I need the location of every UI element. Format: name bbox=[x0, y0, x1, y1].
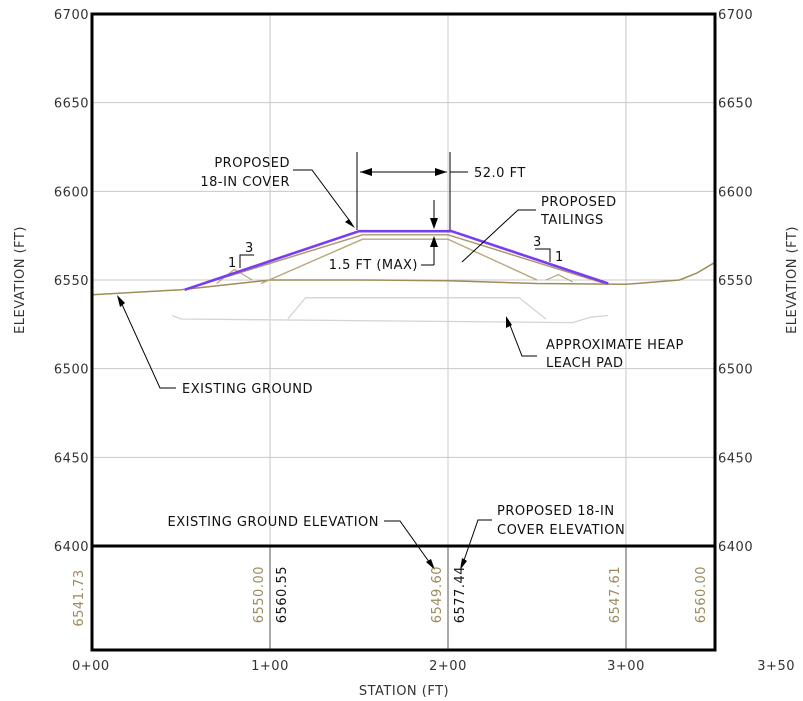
y-axis-title-right: ELEVATION (FT) bbox=[785, 226, 800, 334]
x-tick-label: 3+00 bbox=[607, 659, 645, 674]
heap-leach-pad-base bbox=[171, 314, 609, 324]
plot-frame bbox=[90, 12, 717, 652]
label-slope-right-run: 3 bbox=[533, 235, 542, 250]
elevation-table: 6541.73 6550.00 6560.55 6549.60 6577.44 6547.… bbox=[72, 566, 709, 627]
dim-arrowhead-right bbox=[435, 168, 447, 176]
proposed-cover-profile bbox=[184, 229, 609, 292]
y-tick-label-right: 6700 bbox=[718, 8, 753, 23]
label-slope-left-rise: 1 bbox=[228, 256, 237, 271]
heap-leach-pad-top bbox=[287, 297, 547, 320]
x-tick-label: 1+00 bbox=[251, 659, 289, 674]
y-tick-label-left: 6700 bbox=[54, 8, 89, 23]
label-existing-ground: EXISTING GROUND bbox=[182, 382, 313, 397]
y-tick-label-right: 6400 bbox=[718, 540, 753, 555]
label-proposed-cover-1: PROPOSED bbox=[214, 156, 290, 171]
y-tick-label-right: 6600 bbox=[718, 185, 753, 200]
y-tick-label-left: 6400 bbox=[54, 540, 89, 555]
y-tick-labels: 6400 6400 6450 6450 6500 6500 6550 6550 6600 6600… bbox=[54, 8, 753, 555]
label-width: 52.0 FT bbox=[474, 166, 526, 181]
existing-elev-arrowhead bbox=[426, 559, 435, 570]
cover-elev-leader bbox=[461, 519, 492, 567]
existing-ground-arrowhead bbox=[117, 295, 125, 307]
elevation-value-existing: 6560.00 bbox=[694, 566, 709, 623]
profiles bbox=[91, 229, 716, 324]
cover-arrowhead bbox=[345, 219, 355, 228]
label-tailings-1: PROPOSED bbox=[541, 195, 617, 210]
elevation-value-existing: 6550.00 bbox=[252, 566, 267, 623]
y-tick-label-left: 6650 bbox=[54, 97, 89, 112]
x-tick-label: 0+00 bbox=[72, 659, 110, 674]
grid bbox=[92, 14, 715, 650]
x-tick-labels: 0+00 1+00 2+00 3+00 3+50 bbox=[72, 659, 795, 674]
y-tick-label-left: 6500 bbox=[54, 363, 89, 378]
label-heap-1: APPROXIMATE HEAP bbox=[546, 338, 684, 353]
label-max-thickness: 1.5 FT (MAX) bbox=[329, 258, 418, 273]
slope-right-mark bbox=[535, 248, 551, 262]
y-tick-label-left: 6550 bbox=[54, 274, 89, 289]
tailings-outer-profile bbox=[184, 234, 605, 291]
label-slope-left-run: 3 bbox=[245, 241, 254, 256]
cover-elev-arrowhead bbox=[460, 558, 467, 570]
elevation-value-cover: 6577.44 bbox=[453, 566, 468, 623]
heap-arrowhead bbox=[506, 316, 512, 328]
thickness-arrow-bot bbox=[430, 236, 438, 247]
y-tick-label-left: 6600 bbox=[54, 185, 89, 200]
existing-ground-profile bbox=[91, 261, 716, 296]
y-tick-label-left: 6450 bbox=[54, 451, 89, 466]
cover-leader bbox=[293, 169, 353, 225]
bench-right bbox=[545, 274, 573, 283]
label-cover-elev-2: COVER ELEVATION bbox=[497, 523, 625, 538]
x-axis-title: STATION (FT) bbox=[359, 684, 449, 699]
label-tailings-2: TAILINGS bbox=[540, 213, 604, 228]
dim-arrowhead-left bbox=[360, 168, 372, 176]
label-heap-2: LEACH PAD bbox=[546, 356, 624, 371]
existing-elev-leader bbox=[384, 520, 433, 567]
label-proposed-cover-2: 18-IN COVER bbox=[200, 175, 290, 190]
tailings-leader bbox=[461, 209, 536, 263]
slope-left-mark bbox=[239, 254, 254, 268]
elevation-value-cover: 6560.55 bbox=[275, 566, 290, 623]
existing-ground-leader bbox=[119, 299, 176, 389]
x-tick-label: 2+00 bbox=[429, 659, 467, 674]
x-tick-label: 3+50 bbox=[757, 659, 795, 674]
y-tick-label-right: 6550 bbox=[718, 274, 753, 289]
elevation-value-existing: 6549.60 bbox=[430, 566, 445, 623]
label-cover-elev-1: PROPOSED 18-IN bbox=[497, 504, 615, 519]
y-tick-label-right: 6500 bbox=[718, 363, 753, 378]
label-slope-right-rise: 1 bbox=[555, 250, 564, 265]
arrowheads bbox=[117, 168, 512, 570]
y-axis-title-left: ELEVATION (FT) bbox=[13, 226, 28, 334]
y-tick-label-right: 6450 bbox=[718, 451, 753, 466]
y-tick-label-right: 6650 bbox=[718, 97, 753, 112]
tailings-inner-profile bbox=[260, 238, 538, 285]
heap-leader bbox=[507, 319, 537, 357]
label-existing-elev: EXISTING GROUND ELEVATION bbox=[168, 515, 379, 530]
elevation-value-existing: 6541.73 bbox=[72, 569, 87, 626]
annotations bbox=[119, 152, 551, 567]
elevation-value-existing: 6547.61 bbox=[608, 566, 623, 623]
thickness-arrow-top bbox=[430, 218, 438, 229]
